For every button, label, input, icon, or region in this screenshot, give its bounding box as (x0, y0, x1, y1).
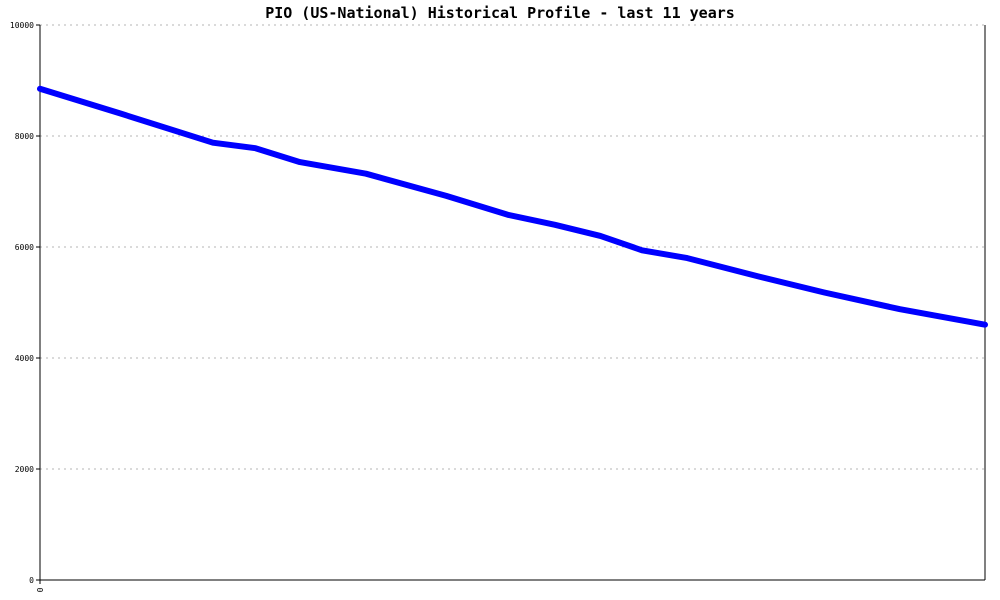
y-tick-label-3: 6000 (15, 243, 34, 252)
axes (36, 24, 986, 584)
y-tick-label-0: 0 (29, 576, 34, 585)
tick-labels: 0 2000 4000 6000 8000 10000 0 (10, 21, 45, 592)
y-tick-label-2: 4000 (15, 354, 34, 363)
y-tick-label-4: 8000 (15, 132, 34, 141)
y-tick-label-5: 10000 (10, 21, 34, 30)
series-layer (37, 85, 988, 328)
gridlines (40, 24, 985, 470)
chart-title: PIO (US-National) Historical Profile - l… (265, 4, 735, 22)
x-tick-label-0: 0 (36, 587, 45, 592)
y-tick-label-1: 2000 (15, 465, 34, 474)
series-line-0 (37, 85, 988, 328)
